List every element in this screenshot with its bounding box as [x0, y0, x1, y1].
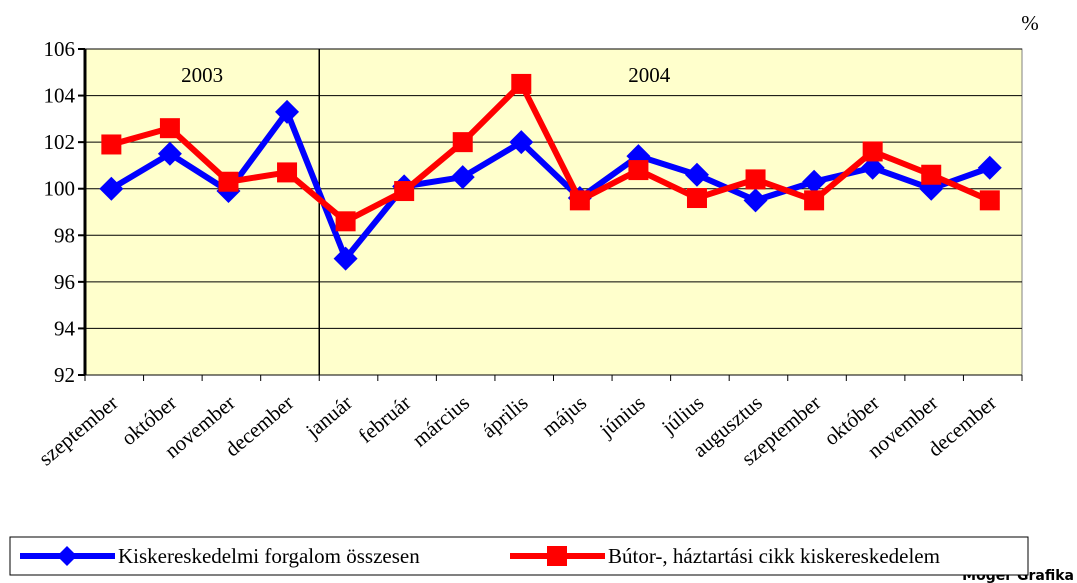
- marker: [218, 171, 239, 192]
- y-tick-label: 92: [54, 363, 75, 387]
- marker: [450, 165, 475, 190]
- marker: [99, 176, 124, 201]
- marker: [804, 190, 825, 211]
- marker: [509, 130, 534, 155]
- marker: [802, 169, 827, 194]
- y-tick-label: 100: [44, 177, 76, 201]
- y-tick-label: 96: [54, 270, 75, 294]
- series-line: [110, 80, 991, 225]
- marker: [686, 188, 707, 209]
- marker: [977, 155, 1002, 180]
- marker: [511, 73, 532, 94]
- marker: [745, 169, 766, 190]
- marker: [862, 141, 883, 162]
- marker: [452, 132, 473, 153]
- marker: [860, 155, 885, 180]
- marker: [743, 188, 768, 213]
- x-tick-label: március: [408, 390, 474, 451]
- marker: [159, 118, 180, 139]
- marker: [979, 190, 1000, 211]
- y-tick-label: 104: [44, 84, 76, 108]
- marker: [569, 190, 590, 211]
- marker: [275, 99, 300, 124]
- legend-label: Bútor-, háztartási cikk kiskereskedelem: [608, 544, 940, 568]
- year-label: 2004: [628, 63, 671, 87]
- legend-marker: [57, 546, 77, 566]
- year-label: 2003: [181, 63, 223, 87]
- x-tick-label: június: [594, 390, 650, 442]
- unit-label: %: [1021, 11, 1039, 35]
- y-tick-label: 106: [44, 37, 76, 61]
- y-tick-label: 98: [54, 223, 75, 247]
- marker: [101, 134, 122, 155]
- marker: [394, 181, 415, 202]
- marker: [333, 246, 358, 271]
- x-tick-label: február: [354, 390, 416, 447]
- marker: [684, 162, 709, 187]
- marker: [335, 211, 356, 232]
- x-tick-label: április: [477, 390, 533, 442]
- x-tick-label: január: [300, 390, 356, 443]
- legend-marker: [547, 546, 567, 566]
- x-tick-label: szeptember: [34, 390, 123, 470]
- y-tick-label: 102: [44, 130, 76, 154]
- x-tick-label: május: [537, 390, 591, 441]
- marker: [277, 162, 298, 183]
- marker: [628, 160, 649, 181]
- plot-area: [84, 48, 1023, 376]
- y-tick-label: 94: [54, 316, 76, 340]
- legend-label: Kiskereskedelmi forgalom összesen: [118, 544, 420, 568]
- marker: [157, 141, 182, 166]
- marker: [921, 164, 942, 185]
